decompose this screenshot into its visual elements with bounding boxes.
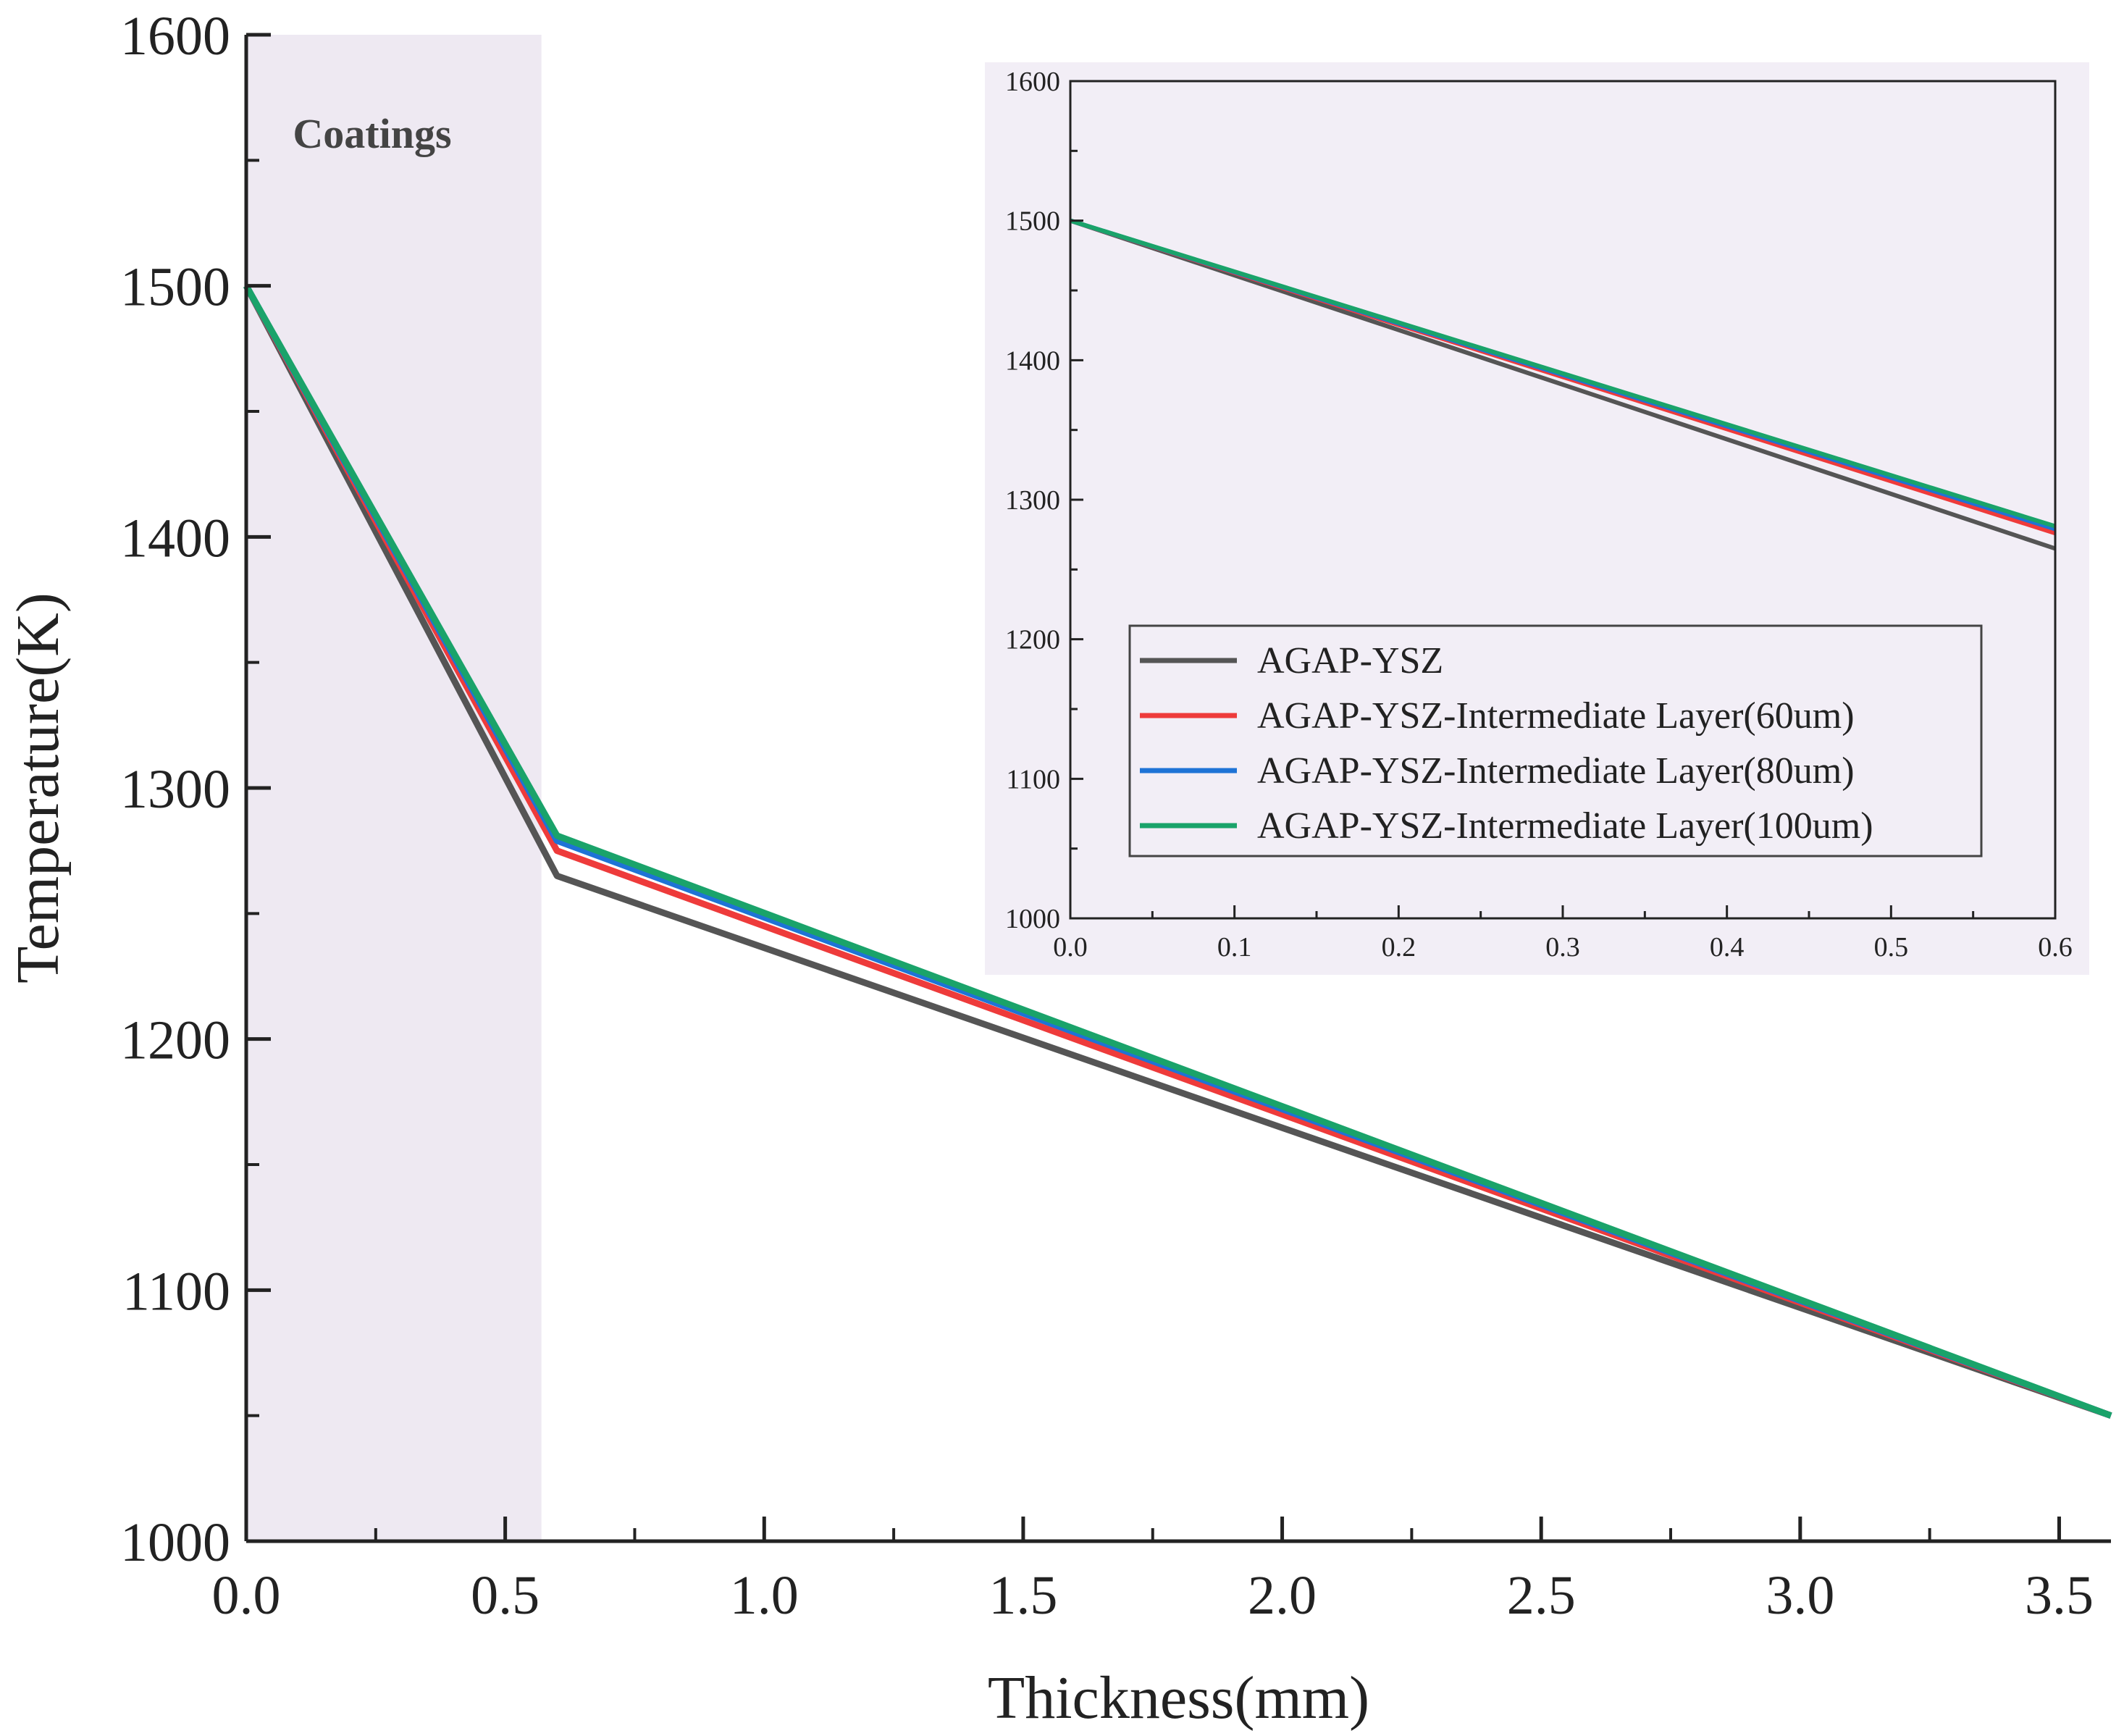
main-y-tick-label: 1300 — [120, 759, 230, 820]
inset-x-tick-label: 0.4 — [1710, 932, 1745, 963]
inset-x-tick-label: 0.1 — [1217, 932, 1252, 963]
inset-x-tick-label: 0.5 — [1874, 932, 1909, 963]
main-y-tick-label: 1000 — [120, 1512, 230, 1573]
coatings-label: Coatings — [293, 110, 451, 157]
inset-y-tick-label: 1200 — [1005, 625, 1060, 655]
main-y-tick-label: 1600 — [120, 6, 230, 67]
inset-y-tick-label: 1000 — [1005, 904, 1060, 934]
inset-x-tick-label: 0.2 — [1382, 932, 1416, 963]
main-x-tick-label: 2.5 — [1507, 1565, 1576, 1626]
main-y-tick-label: 1400 — [120, 508, 230, 569]
legend-entry-4: AGAP-YSZ-Intermediate Layer(100um) — [1257, 805, 1873, 847]
main-y-tick-label: 1200 — [120, 1010, 230, 1071]
inset-y-tick-label: 1400 — [1005, 345, 1060, 376]
legend-entry-3: AGAP-YSZ-Intermediate Layer(80um) — [1257, 750, 1855, 792]
main-x-tick-label: 1.0 — [730, 1565, 799, 1626]
inset-y-tick-label: 1600 — [1005, 67, 1060, 97]
main-x-tick-label: 3.5 — [2025, 1565, 2094, 1626]
inset-x-tick-label: 0.0 — [1053, 932, 1088, 963]
x-axis-title: Thickness(mm) — [988, 1664, 1369, 1732]
inset-x-tick-label: 0.3 — [1545, 932, 1580, 963]
inset-y-tick-label: 1500 — [1005, 206, 1060, 237]
y-axis-title: Temperature(K) — [4, 592, 72, 984]
main-y-tick-label: 1100 — [122, 1261, 230, 1322]
legend-entry-1: AGAP-YSZ — [1257, 640, 1443, 682]
main-x-tick-label: 0.5 — [471, 1565, 540, 1626]
inset-y-tick-label: 1300 — [1005, 485, 1060, 516]
main-x-tick-label: 1.5 — [988, 1565, 1057, 1626]
main-y-tick-label: 1500 — [120, 257, 230, 318]
main-x-tick-label: 2.0 — [1248, 1565, 1317, 1626]
main-x-tick-label: 0.0 — [212, 1565, 281, 1626]
main-x-tick-label: 3.0 — [1766, 1565, 1834, 1626]
legend-entry-2: AGAP-YSZ-Intermediate Layer(60um) — [1257, 695, 1855, 737]
inset-x-tick-label: 0.6 — [2038, 932, 2073, 963]
inset-y-tick-label: 1100 — [1006, 764, 1060, 794]
coatings-region — [246, 35, 542, 1541]
temperature-thickness-chart: Coatings 0.0 0.5 1.0 1.5 2.0 2.5 3.0 3.5 1000 1100… — [0, 0, 2124, 1736]
